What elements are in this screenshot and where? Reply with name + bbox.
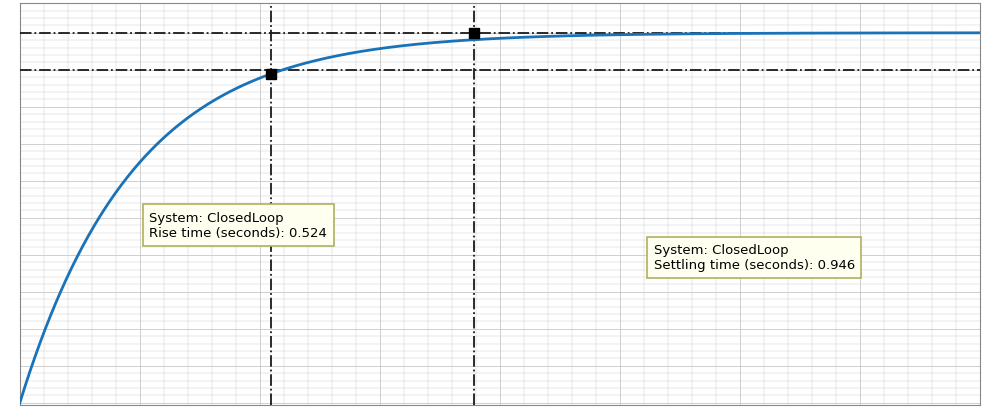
- Text: System: ClosedLoop
Settling time (seconds): 0.946: System: ClosedLoop Settling time (second…: [653, 244, 854, 271]
- Text: System: ClosedLoop
Rise time (seconds): 0.524: System: ClosedLoop Rise time (seconds): …: [149, 211, 328, 240]
